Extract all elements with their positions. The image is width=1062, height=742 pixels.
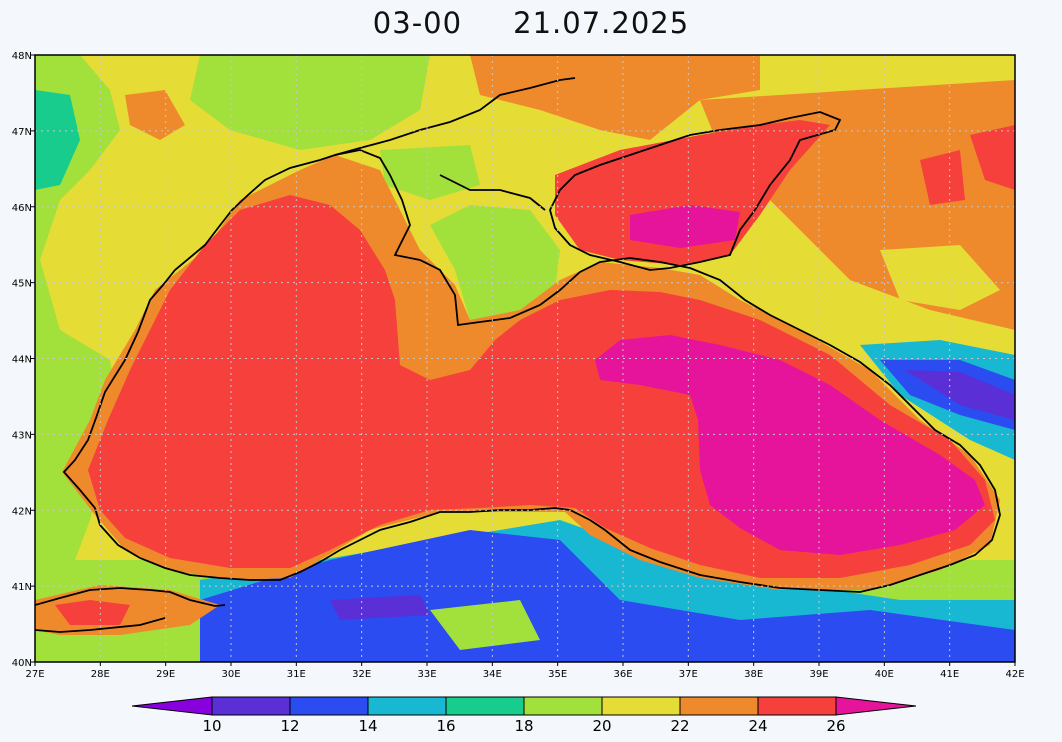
field-south-blue	[200, 530, 1015, 662]
field-west-teal	[35, 90, 80, 190]
y-tick-label: 47N	[12, 127, 32, 138]
colorbar-high-arrow	[835, 696, 917, 716]
x-tick-label: 29E	[156, 669, 175, 680]
colorbar-label: 22	[670, 717, 689, 735]
field-marmara-red	[55, 600, 130, 625]
colorbar-swatch	[445, 696, 525, 716]
y-tick-label: 48N	[12, 51, 32, 62]
y-tick-label: 44N	[12, 355, 32, 366]
colorbar-label: 12	[280, 717, 299, 735]
colorbar-label: 18	[514, 717, 533, 735]
field-east-yellow	[880, 245, 1000, 310]
field-crimea-green	[430, 205, 560, 320]
graticule	[35, 55, 1015, 662]
x-tick-label: 36E	[613, 669, 632, 680]
y-tick-label: 45N	[12, 279, 32, 290]
colorbar-swatch	[289, 696, 369, 716]
map-plot-area	[35, 55, 1015, 662]
colorbar-low-arrow	[131, 696, 213, 716]
colorbar-label: 24	[748, 717, 767, 735]
x-tick-label: 28E	[91, 669, 110, 680]
field-east-red-1	[970, 125, 1015, 190]
x-tick-label: 34E	[483, 669, 502, 680]
colorbar-label: 14	[358, 717, 377, 735]
map-title: 03-00 21.07.2025	[372, 6, 690, 40]
colorbar-swatch	[601, 696, 681, 716]
field-south-violet	[330, 595, 430, 620]
x-tick-label: 31E	[287, 669, 306, 680]
x-tick-label: 35E	[548, 669, 567, 680]
colorbar-label: 10	[202, 717, 221, 735]
colorbar-swatch	[367, 696, 447, 716]
coastline-black-sea	[62, 149, 1001, 593]
colorbar-label: 20	[592, 717, 611, 735]
x-tick-label: 30E	[221, 669, 240, 680]
y-tick-label: 46N	[12, 203, 32, 214]
longitude-axis: 27E 28E 29E 30E 31E 32E 33E 34E 35E 36E 37E 38E 39E 4…	[25, 662, 1025, 680]
x-tick-label: 41E	[940, 669, 959, 680]
x-tick-label: 39E	[809, 669, 828, 680]
y-tick-label: 43N	[12, 430, 32, 441]
field-east-red-2	[920, 150, 965, 205]
x-tick-label: 37E	[679, 669, 698, 680]
colorbar-label: 26	[826, 717, 845, 735]
x-tick-label: 42E	[1005, 669, 1024, 680]
x-tick-label: 32E	[352, 669, 371, 680]
colorbar-swatch	[757, 696, 837, 716]
x-tick-label: 27E	[25, 669, 44, 680]
y-tick-label: 42N	[12, 506, 32, 517]
field-north-green	[190, 55, 430, 150]
colorbar: 10 12 14 16 18 20 22 24 26	[131, 696, 917, 735]
y-tick-label: 41N	[12, 582, 32, 593]
sea-hottest	[595, 335, 985, 555]
field-east-coast-violet	[905, 370, 1015, 420]
field-crimea-west-green	[380, 145, 480, 200]
colorbar-swatch	[679, 696, 759, 716]
coastline-azov	[549, 111, 842, 271]
field-west-orange	[125, 90, 185, 140]
field-south-green-patch	[430, 600, 540, 650]
x-tick-label: 40E	[875, 669, 894, 680]
coastline-marmara	[35, 587, 226, 633]
coastline-north	[334, 77, 576, 211]
colorbar-swatch	[211, 696, 291, 716]
coastline	[35, 77, 1001, 633]
x-tick-label: 38E	[744, 669, 763, 680]
latitude-axis: 40N 41N 42N 43N 44N 45N 46N 47N 48N	[12, 51, 35, 669]
x-tick-label: 33E	[417, 669, 436, 680]
colorbar-label: 16	[436, 717, 455, 735]
field-azov-magenta	[630, 205, 740, 248]
colorbar-swatch	[523, 696, 603, 716]
y-tick-label: 40N	[12, 658, 32, 669]
field-northeast-orange	[470, 55, 760, 140]
